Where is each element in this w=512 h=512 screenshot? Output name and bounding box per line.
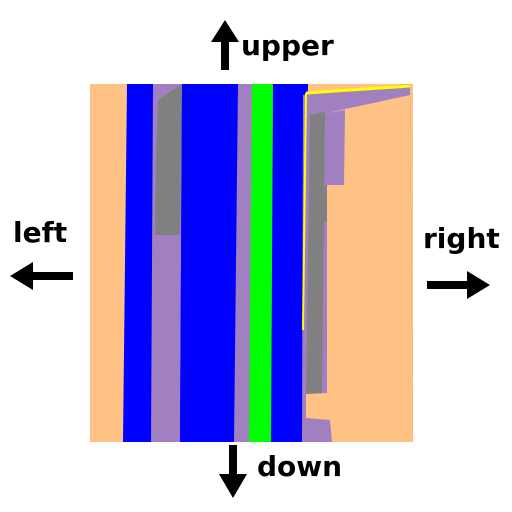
left-sidewalk: [90, 84, 126, 442]
arrow-right-icon: [427, 271, 490, 299]
direction-label-down: down: [257, 450, 343, 483]
direction-label-left: left: [13, 216, 68, 249]
arrow-left-icon: [10, 262, 73, 290]
direction-label-right: right: [423, 222, 500, 255]
edge-line-vertical: [302, 92, 307, 331]
arrow-down-icon: [219, 445, 247, 498]
direction-label-upper: upper: [241, 29, 334, 62]
obstacle-left: [155, 84, 182, 235]
road-right-lane: [271, 84, 308, 442]
green-lane: [249, 84, 273, 442]
arrow-up-icon: [211, 20, 239, 70]
obstacle-right: [306, 112, 325, 400]
edge-line: [305, 84, 411, 95]
right-sidewalk-notch: [327, 110, 345, 185]
lane-divider-center: [234, 84, 252, 442]
road-center-lane: [180, 84, 238, 442]
